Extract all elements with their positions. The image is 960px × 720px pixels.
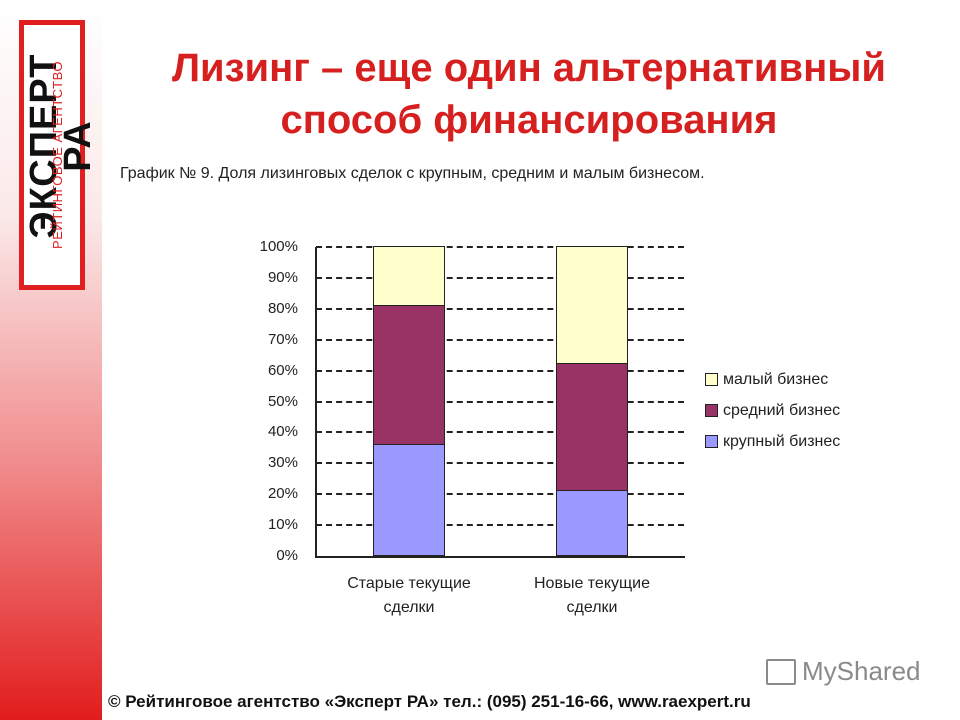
left-decorative-bar: ЭКСПЕРТ РА РЕЙТИНГОВОЕ АГЕНТСТВО xyxy=(0,0,102,720)
y-tick-label: 70% xyxy=(267,330,298,348)
bar-segment xyxy=(556,363,628,492)
x-axis-label: Новые текущие сделки xyxy=(533,575,651,616)
title-line-2: способ финансирования xyxy=(280,98,778,142)
gridline xyxy=(316,462,684,465)
y-tick-label: 30% xyxy=(267,454,298,472)
bar-segment xyxy=(373,443,445,556)
y-tick-label: 80% xyxy=(267,299,298,317)
legend-swatch xyxy=(705,373,718,386)
y-axis xyxy=(315,247,317,557)
legend-label: средний бизнес xyxy=(723,401,841,419)
y-tick-label: 20% xyxy=(267,485,298,503)
gridline xyxy=(316,369,684,372)
legend-swatch xyxy=(705,435,718,448)
myshared-watermark: MyShared xyxy=(766,656,921,687)
gridline xyxy=(316,276,684,279)
expert-ra-logo: ЭКСПЕРТ РА РЕЙТИНГОВОЕ АГЕНТСТВО xyxy=(19,20,99,290)
stacked-bar xyxy=(373,246,445,556)
y-tick-label: 90% xyxy=(267,268,298,286)
gridline xyxy=(316,246,684,248)
x-axis xyxy=(315,556,685,558)
y-tick-label: 50% xyxy=(267,392,298,410)
legend: малый бизнес средний бизнес крупный бизнес xyxy=(705,364,840,457)
legend-item: крупный бизнес xyxy=(705,426,840,457)
gridline xyxy=(316,307,684,310)
gridline xyxy=(316,400,684,403)
bar-segment xyxy=(556,246,628,365)
x-axis-label: Старые текущие сделки xyxy=(347,575,471,616)
gridline xyxy=(316,493,684,496)
legend-label: малый бизнес xyxy=(723,370,829,388)
y-tick-label: 60% xyxy=(267,361,298,379)
y-tick-label: 100% xyxy=(259,238,298,255)
y-tick-label: 10% xyxy=(267,516,298,534)
presentation-icon xyxy=(766,658,796,685)
footer-text: © Рейтинговое агентство «Эксперт РА» тел… xyxy=(108,692,751,711)
bar-segment xyxy=(556,490,628,556)
title-line-1: Лизинг – еще один альтернативный xyxy=(171,46,887,90)
y-tick-label: 0% xyxy=(276,547,298,564)
y-tick-label: 40% xyxy=(267,423,298,441)
bar-segment xyxy=(373,246,445,306)
legend-swatch xyxy=(705,404,718,417)
bar-segment xyxy=(373,304,445,445)
legend-item: средний бизнес xyxy=(705,395,840,426)
gridline xyxy=(316,524,684,527)
legend-item: малый бизнес xyxy=(705,364,840,395)
chart-caption: График № 9. Доля лизинговых сделок с кру… xyxy=(120,165,705,182)
stacked-bar xyxy=(556,246,628,556)
slide-title: Лизинг – еще один альтернативный способ … xyxy=(104,42,954,146)
gridline xyxy=(316,338,684,341)
logo-sub-text: РЕЙТИНГОВОЕ АГЕНТСТВО xyxy=(50,61,65,249)
legend-label: крупный бизнес xyxy=(723,432,841,450)
watermark-text: MyShared xyxy=(802,656,921,686)
gridline xyxy=(316,431,684,434)
